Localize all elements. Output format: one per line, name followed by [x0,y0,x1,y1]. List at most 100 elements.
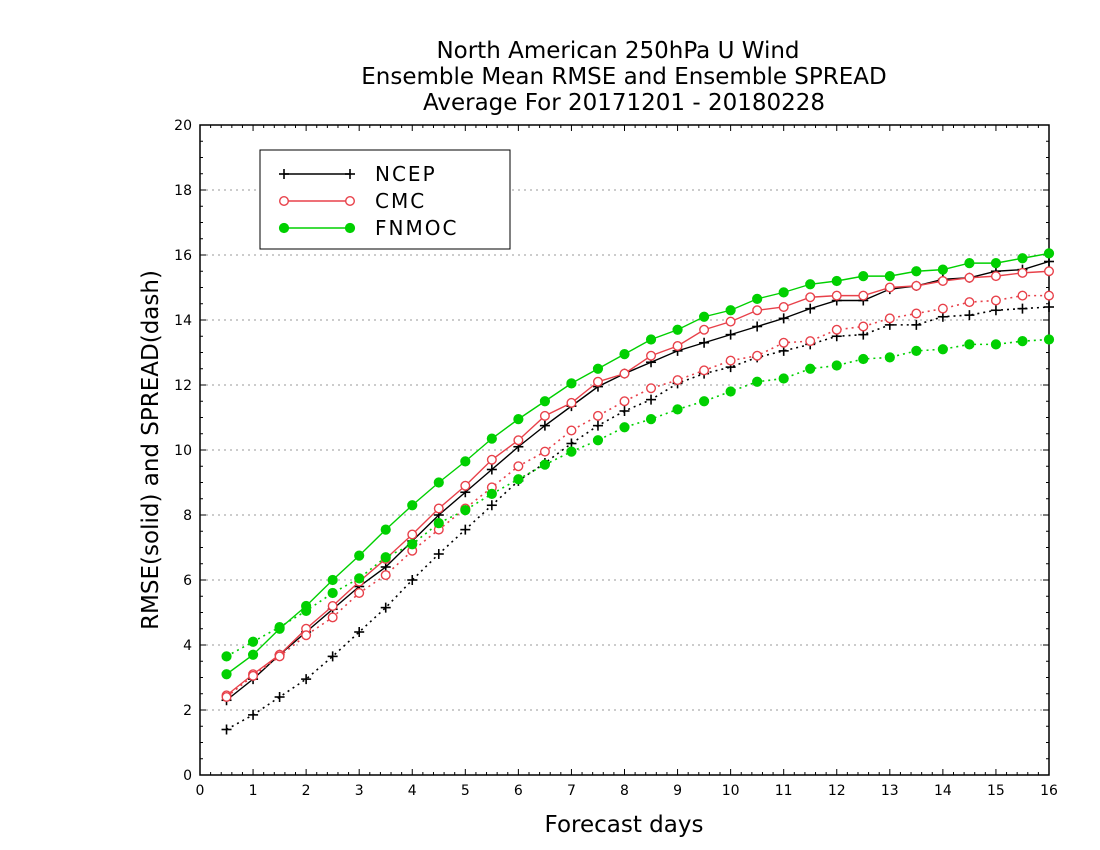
data-point [646,383,657,394]
y-tick-label: 10 [174,443,192,459]
data-point [327,612,338,623]
y-tick-label: 6 [183,573,192,589]
data-point [805,279,816,290]
data-point [513,414,524,425]
data-point [460,480,471,491]
y-tick-label: 20 [174,118,192,134]
data-point [1017,336,1028,347]
data-point [539,459,551,470]
data-point [592,376,603,387]
data-point [460,524,471,535]
data-point [566,397,577,408]
series-line [226,252,1050,675]
legend-marker [279,195,290,206]
data-point [884,352,895,363]
data-point [672,324,683,335]
data-point [990,339,1002,350]
data-point [831,290,842,301]
data-point [354,550,365,561]
x-axis-title: Forecast days [545,812,704,838]
data-point [858,321,869,332]
data-point [566,425,577,436]
chart-title-line-1: North American 250hPa U Wind [436,38,799,64]
data-point [221,692,232,703]
x-tick-label: 11 [775,783,793,799]
y-tick-label: 14 [174,313,192,329]
data-point [752,293,763,304]
data-point [645,414,657,425]
data-point [619,368,630,379]
data-point [407,529,418,540]
data-point [460,505,471,516]
x-tick-label: 15 [987,783,1005,799]
series-line [226,338,1050,658]
data-point [486,433,497,444]
data-point [274,651,285,662]
x-tick-label: 9 [673,783,682,799]
data-point [858,353,869,365]
data-point [433,518,444,529]
legend-box [259,149,511,250]
data-point [884,313,895,324]
series-layer [221,248,1055,735]
data-point [752,350,763,361]
data-point [911,345,922,356]
data-point [990,271,1001,282]
legend-marker [279,169,289,179]
x-tick-label: 2 [302,783,311,799]
data-point [619,422,630,433]
data-point [911,280,922,291]
data-point [964,310,975,321]
series-line [226,270,1050,696]
y-tick-label: 2 [183,703,192,719]
data-point [513,474,524,485]
data-point [592,363,604,374]
data-point [327,587,338,599]
data-point [911,266,922,277]
data-point [301,630,312,641]
data-point [380,524,391,535]
data-point [274,692,285,702]
legend-marker [344,222,356,234]
y-tick-label: 8 [183,508,192,524]
series-line [226,260,1050,701]
data-point [566,378,577,389]
data-point [672,375,683,386]
x-tick-label: 4 [408,783,417,799]
chart-title: North American 250hPa U Wind Ensemble Me… [361,38,886,116]
data-point [539,396,551,407]
data-point [407,500,418,511]
data-point [566,446,577,457]
chart-title-line-3: Average For 20171201 - 20180228 [423,90,825,116]
data-point [699,365,710,376]
series-spread-3 [221,302,1054,735]
data-point [858,290,869,301]
y-tick-label: 0 [183,768,192,784]
data-point [725,316,736,327]
data-point [884,282,895,293]
legend-label: FNMOC [375,216,458,240]
series-spread-4 [221,290,1054,703]
legend-marker [345,195,356,206]
data-point [592,435,604,446]
data-point [486,464,497,475]
data-point [778,302,789,313]
data-point [698,396,710,407]
data-point [513,461,524,472]
data-point [354,588,365,599]
data-point [778,373,789,384]
series-rmse-0 [221,256,1054,706]
data-point [911,308,922,319]
data-point [407,575,418,585]
data-point [301,674,312,685]
data-point [513,435,524,446]
data-point [911,319,922,330]
data-point [619,406,630,416]
data-point [539,420,550,431]
data-point [327,651,338,662]
data-point [486,500,497,511]
x-tick-label: 3 [355,783,364,799]
legend-label: CMC [375,189,426,213]
x-tick-label: 16 [1040,783,1058,799]
